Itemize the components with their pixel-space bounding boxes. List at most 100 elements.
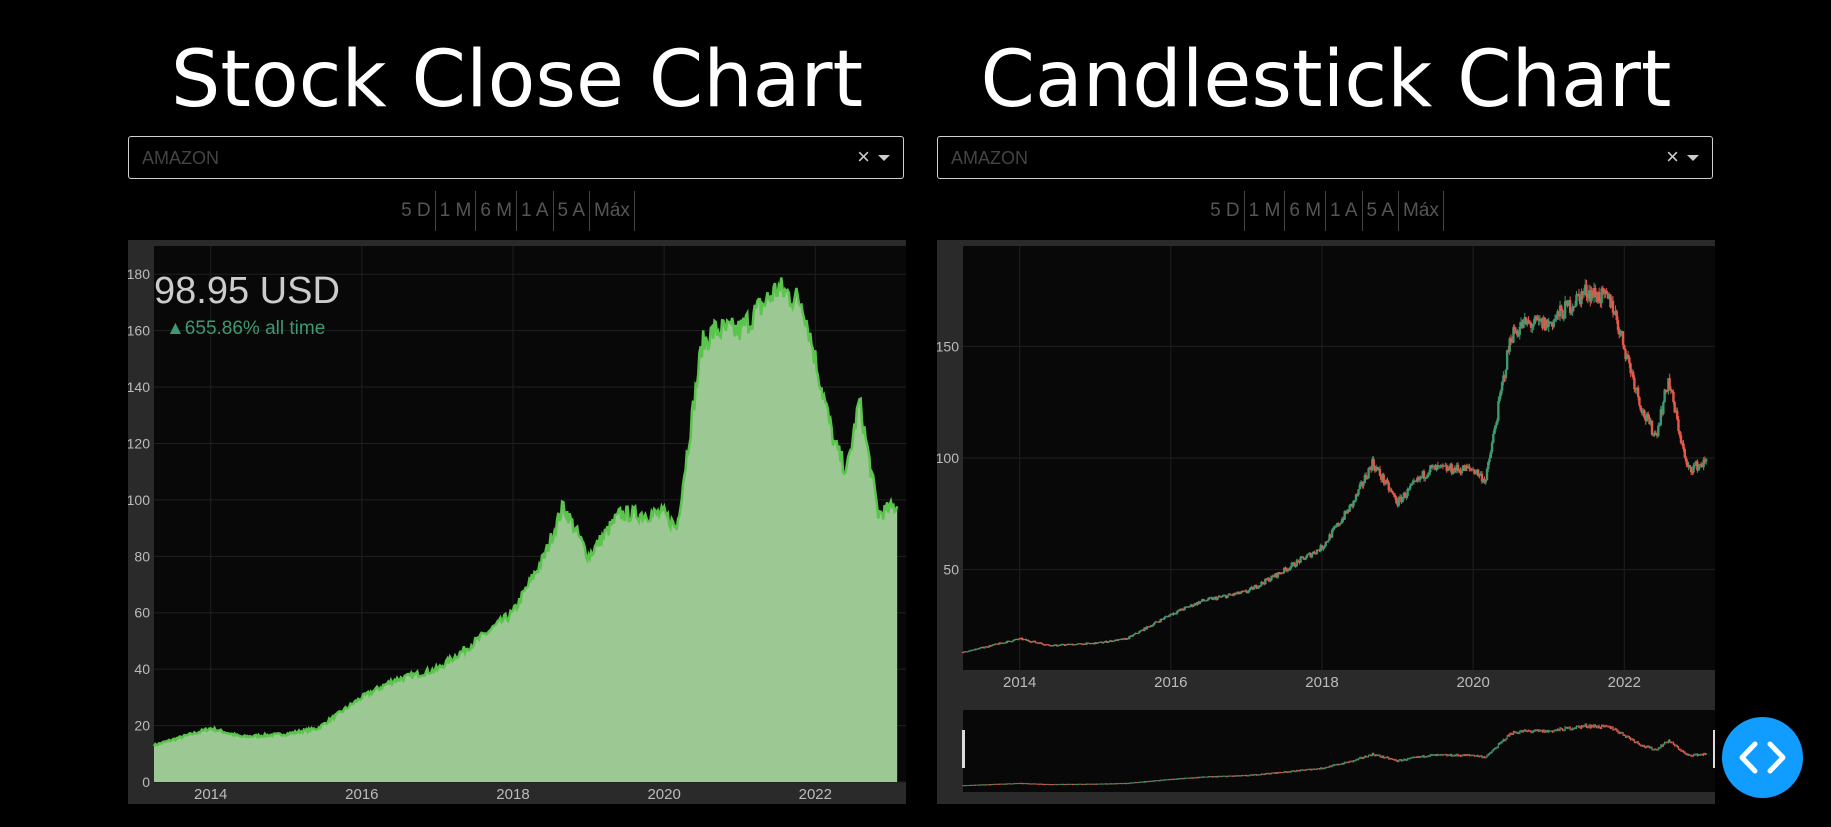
candle-body [1027, 639, 1030, 642]
candle-body [975, 648, 979, 650]
range-slider-handle-left[interactable] [962, 730, 965, 768]
candle-body [1286, 569, 1290, 572]
candle-body [1029, 641, 1033, 643]
range-button-5a[interactable]: 5 A [554, 191, 590, 231]
candle-body [1510, 341, 1514, 343]
x-tick-label: 2020 [1456, 674, 1489, 691]
candle-body [1070, 643, 1073, 645]
candle-body [1170, 613, 1174, 616]
candle-body [1533, 316, 1537, 324]
x-tick-label: 2018 [496, 786, 529, 803]
range-button-6m[interactable]: 6 M [1285, 191, 1327, 231]
range-button-1a[interactable]: 1 A [517, 191, 554, 231]
candle-body [1111, 640, 1115, 642]
candle-body [1524, 317, 1528, 325]
candle-body [1345, 510, 1349, 514]
candle-body [1653, 432, 1656, 435]
dropdown-value: AMAZON [142, 148, 220, 168]
candle-body [1377, 468, 1380, 470]
candle-body [1203, 600, 1207, 602]
page-title: Stock Close Chart [170, 35, 864, 125]
candle-body [1592, 288, 1596, 298]
candle-body [1337, 523, 1340, 526]
candle-body [1010, 641, 1014, 643]
candle-body [1133, 634, 1136, 636]
candle-body [1175, 611, 1179, 614]
candle-body [1310, 554, 1314, 558]
candle-body [1123, 638, 1126, 640]
chevron-down-icon[interactable] [878, 155, 890, 161]
candle-body [1475, 469, 1479, 473]
range-button-5d[interactable]: 5 D [1206, 191, 1245, 231]
candle-body [1448, 467, 1451, 470]
candle-body [1471, 469, 1475, 471]
range-button-max[interactable]: Máx [590, 191, 635, 231]
candle-body [1246, 592, 1249, 594]
range-button-max[interactable]: Máx [1399, 191, 1444, 231]
stock-dropdown[interactable]: AMAZON × [937, 136, 1713, 179]
candle-body [1172, 612, 1175, 616]
candle-body [1556, 311, 1559, 316]
code-toggle-button[interactable] [1722, 717, 1803, 798]
candle-body [1560, 305, 1563, 311]
candle-body [1351, 503, 1354, 507]
candle-body [1567, 300, 1571, 306]
candlestick-chart-svg[interactable]: 50 100 150 2014 2016 2018 2020 2022 [936, 240, 1715, 804]
stock-close-chart[interactable]: 0 20 40 60 80 100 120 140 160 180 2014 2016 2018 202… [127, 240, 906, 804]
candle-body [1120, 638, 1123, 640]
range-button-1m[interactable]: 1 M [436, 191, 477, 231]
stock-dropdown[interactable]: AMAZON × [128, 136, 904, 179]
range-button-5a[interactable]: 5 A [1363, 191, 1399, 231]
candle-body [1410, 484, 1413, 486]
candle-body [1434, 465, 1437, 471]
candle-body [1152, 624, 1155, 627]
candle-body [1002, 642, 1005, 644]
candle-body [1606, 293, 1610, 299]
area-chart-svg[interactable]: 0 20 40 60 80 100 120 140 160 180 2014 2016 2018 202… [127, 240, 906, 804]
candle-body [1561, 310, 1564, 319]
candle-body [1347, 510, 1350, 512]
candle-body [1678, 431, 1681, 436]
candle-body [1212, 597, 1215, 600]
candle-body [1538, 318, 1542, 322]
range-slider-handle-right[interactable] [1713, 730, 1715, 768]
candle-body [1165, 616, 1169, 618]
candle-body [986, 646, 990, 648]
candle-body [1169, 613, 1173, 615]
candle-body [1595, 295, 1598, 302]
candle-body [1683, 449, 1686, 458]
candle-body [1562, 318, 1566, 320]
candle-body [1542, 317, 1545, 329]
candle-body [1429, 465, 1432, 473]
candle-body [1385, 479, 1388, 484]
candle-body [1112, 640, 1116, 642]
candle-body [1620, 331, 1623, 333]
candle-body [1597, 291, 1601, 302]
chevron-down-icon[interactable] [1687, 155, 1699, 161]
candlestick-chart[interactable]: 50 100 150 2014 2016 2018 2020 2022 [936, 240, 1715, 804]
candle-body [1022, 639, 1025, 641]
candle-body [1265, 578, 1268, 581]
clear-icon[interactable]: × [857, 144, 870, 169]
candle-body [1614, 310, 1617, 315]
candle-body [1047, 644, 1050, 646]
range-button-5d[interactable]: 5 D [397, 191, 436, 231]
range-slider[interactable] [963, 710, 1715, 792]
candle-body [1338, 523, 1341, 526]
candle-body [1387, 482, 1390, 491]
candle-body [1134, 632, 1137, 635]
candle-body [1421, 471, 1424, 478]
candle-body [1527, 320, 1530, 322]
candle-body [1252, 586, 1256, 590]
range-button-1a[interactable]: 1 A [1326, 191, 1363, 231]
candle-body [1125, 638, 1128, 640]
candle-body [1061, 644, 1064, 646]
candle-body [1303, 557, 1306, 560]
candle-body [1124, 638, 1127, 640]
clear-icon[interactable]: × [1666, 144, 1679, 169]
range-button-1m[interactable]: 1 M [1245, 191, 1286, 231]
range-button-6m[interactable]: 6 M [476, 191, 518, 231]
candle-body [1665, 391, 1669, 393]
candle-body [1667, 378, 1670, 392]
x-tick-label: 2014 [194, 786, 227, 803]
